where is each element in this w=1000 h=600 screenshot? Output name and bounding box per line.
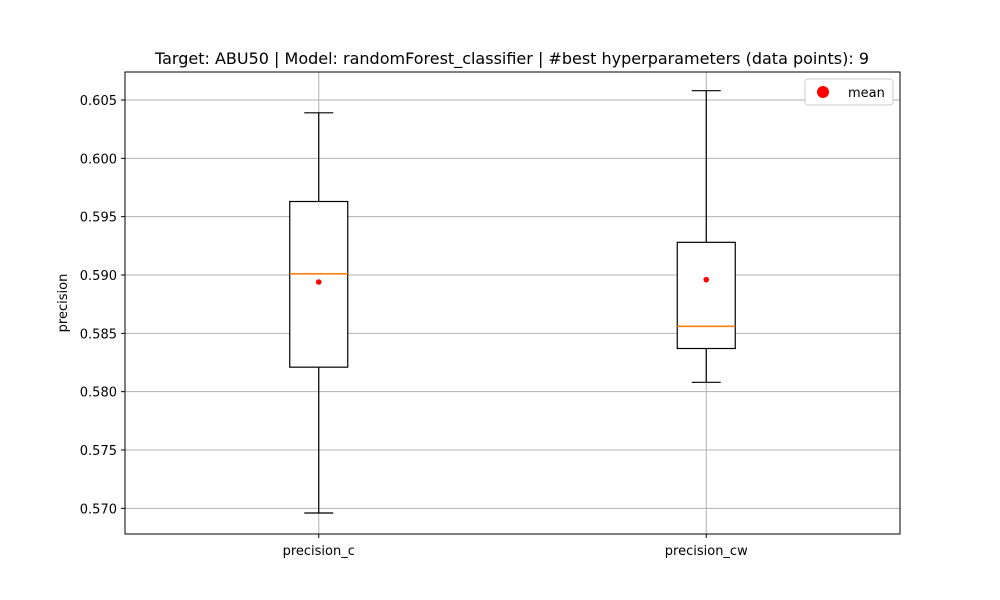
box-precision_cw	[676, 90, 736, 383]
y-tick-label: 0.585	[80, 327, 117, 342]
legend: mean	[804, 78, 894, 106]
y-tick-label: 0.590	[80, 269, 117, 284]
y-tick-label: 0.575	[80, 444, 117, 459]
legend-box	[804, 78, 894, 106]
y-tick-label: 0.600	[80, 152, 117, 167]
y-tick-label: 0.570	[80, 502, 117, 517]
box-precision_c	[289, 112, 349, 514]
box-iqr	[676, 241, 736, 350]
x-tick-label: precision_c	[283, 544, 355, 559]
legend-mean-label: mean	[848, 86, 885, 101]
y-tick-label: 0.580	[80, 386, 117, 401]
chart-title: Target: ABU50 | Model: randomForest_clas…	[154, 49, 869, 69]
legend-mean-marker	[817, 86, 829, 98]
y-tick-label: 0.605	[80, 94, 117, 109]
mean-marker	[315, 279, 322, 285]
x-tick-label: precision_cw	[665, 544, 748, 559]
y-axis-ticks: 0.570 0.575 0.580 0.585 0.590 0.595 0.600 0.605	[80, 94, 125, 517]
y-tick-label: 0.595	[80, 211, 117, 226]
mean-marker	[703, 276, 710, 283]
x-axis-ticks: precision_c precision_cw	[283, 534, 748, 559]
box-series	[289, 90, 736, 514]
plot-frame	[124, 71, 901, 535]
y-axis-label: precision	[56, 274, 71, 333]
